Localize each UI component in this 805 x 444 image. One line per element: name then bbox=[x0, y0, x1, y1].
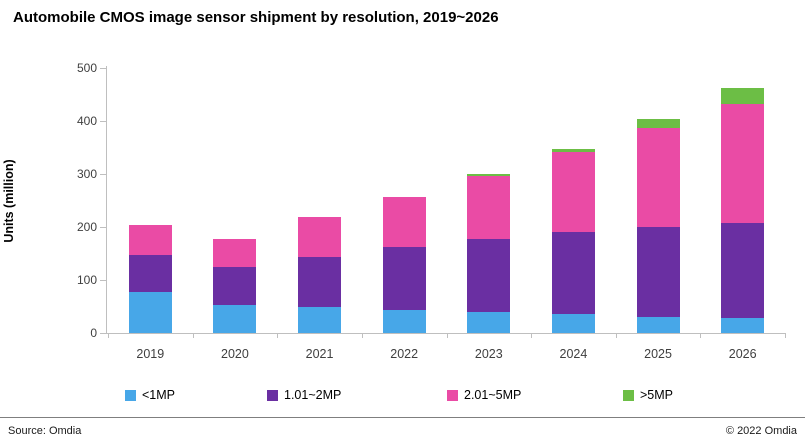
bar-2021-segment bbox=[298, 307, 342, 333]
bar-2021-segment bbox=[298, 216, 342, 257]
x-tick-label-2022: 2022 bbox=[390, 347, 419, 361]
chart-title: Automobile CMOS image sensor shipment by… bbox=[13, 9, 499, 26]
legend-swatch-icon bbox=[125, 389, 136, 401]
legend-item-1: <1MP bbox=[125, 387, 175, 403]
bar-2022 bbox=[382, 196, 426, 333]
x-tick-label-2023: 2023 bbox=[474, 347, 503, 361]
bar-2026-segment bbox=[721, 317, 765, 333]
footer-divider bbox=[0, 417, 805, 418]
x-tick-label-2020: 2020 bbox=[221, 347, 249, 361]
bar-2024-segment bbox=[551, 151, 595, 233]
y-tick-label-100: 100 bbox=[76, 273, 97, 287]
bar-2023 bbox=[467, 174, 511, 333]
x-tick-mark bbox=[531, 334, 533, 338]
x-tick-mark bbox=[361, 334, 363, 338]
y-axis-title: Units (million) bbox=[2, 159, 16, 243]
x-tick-mark bbox=[277, 334, 279, 338]
x-tick-label-2026: 2026 bbox=[728, 347, 757, 361]
y-tick-mark bbox=[100, 333, 106, 334]
legend-item-2: 1.01~2MP bbox=[267, 387, 341, 403]
bar-2023-segment bbox=[467, 174, 511, 176]
x-tick-label-2019: 2019 bbox=[136, 347, 165, 361]
legend: <1MP 1.01~2MP 2.01~5MP >5MP bbox=[0, 387, 805, 407]
bar-2025 bbox=[636, 119, 680, 333]
y-tick-label-0: 0 bbox=[90, 326, 97, 340]
bar-2026 bbox=[721, 88, 765, 333]
bar-2024-segment bbox=[551, 314, 595, 333]
bar-2025-segment bbox=[636, 227, 680, 317]
bar-2022-segment bbox=[382, 246, 426, 310]
y-tick-mark bbox=[100, 227, 106, 228]
legend-swatch-icon bbox=[267, 389, 278, 401]
bar-2025-segment bbox=[636, 119, 680, 128]
bar-2020 bbox=[213, 238, 257, 333]
copyright-notice: © 2022 Omdia bbox=[725, 425, 797, 437]
x-tick-mark bbox=[615, 334, 617, 338]
x-tick-label-2025: 2025 bbox=[644, 347, 672, 361]
legend-label: 1.01~2MP bbox=[284, 388, 342, 402]
bar-2023-segment bbox=[467, 175, 511, 239]
legend-swatch-icon bbox=[623, 389, 634, 401]
bar-2026-segment bbox=[721, 103, 765, 223]
y-axis-line bbox=[106, 66, 107, 334]
bar-2024-segment bbox=[551, 148, 595, 152]
legend-label: 2.01~5MP bbox=[464, 388, 522, 402]
bar-2020-segment bbox=[213, 238, 257, 268]
x-tick-mark bbox=[700, 334, 702, 338]
x-tick-mark bbox=[446, 334, 448, 338]
bar-2025-segment bbox=[636, 127, 680, 228]
bar-2020-segment bbox=[213, 267, 257, 306]
bar-2020-segment bbox=[213, 305, 257, 333]
x-tick-mark bbox=[192, 334, 194, 338]
y-tick-mark bbox=[100, 121, 106, 122]
bar-2019-segment bbox=[128, 292, 172, 333]
bar-2022-segment bbox=[382, 309, 426, 333]
bar-2026-segment bbox=[721, 222, 765, 318]
legend-swatch-icon bbox=[447, 389, 458, 401]
y-tick-label-200: 200 bbox=[76, 220, 97, 234]
x-axis-line bbox=[100, 333, 786, 334]
x-tick-label-2024: 2024 bbox=[559, 347, 588, 361]
x-tick-mark bbox=[108, 334, 109, 338]
bar-2019-segment bbox=[128, 254, 172, 293]
legend-label: <1MP bbox=[142, 388, 176, 402]
bar-2023-segment bbox=[467, 312, 511, 333]
y-tick-label-500: 500 bbox=[76, 61, 97, 75]
bar-2019-segment bbox=[128, 225, 172, 255]
y-tick-label-400: 400 bbox=[76, 114, 97, 128]
legend-item-3: 2.01~5MP bbox=[447, 387, 521, 403]
bar-2022-segment bbox=[382, 196, 426, 247]
y-tick-mark bbox=[100, 174, 106, 175]
x-tick-mark bbox=[785, 334, 786, 338]
bar-2025-segment bbox=[636, 316, 680, 333]
bar-2024 bbox=[551, 148, 595, 333]
y-tick-mark bbox=[100, 68, 106, 69]
bar-2023-segment bbox=[467, 238, 511, 313]
y-tick-label-300: 300 bbox=[76, 167, 97, 181]
bar-2019 bbox=[128, 225, 172, 333]
source-credit: Source: Omdia bbox=[8, 425, 82, 437]
bar-2026-segment bbox=[721, 88, 765, 104]
bar-2021-segment bbox=[298, 256, 342, 308]
x-tick-label-2021: 2021 bbox=[305, 347, 334, 361]
y-tick-mark bbox=[100, 280, 106, 281]
bar-2021 bbox=[298, 216, 342, 333]
bar-2024-segment bbox=[551, 232, 595, 315]
legend-item-4: >5MP bbox=[623, 387, 673, 403]
legend-label: >5MP bbox=[640, 388, 674, 402]
